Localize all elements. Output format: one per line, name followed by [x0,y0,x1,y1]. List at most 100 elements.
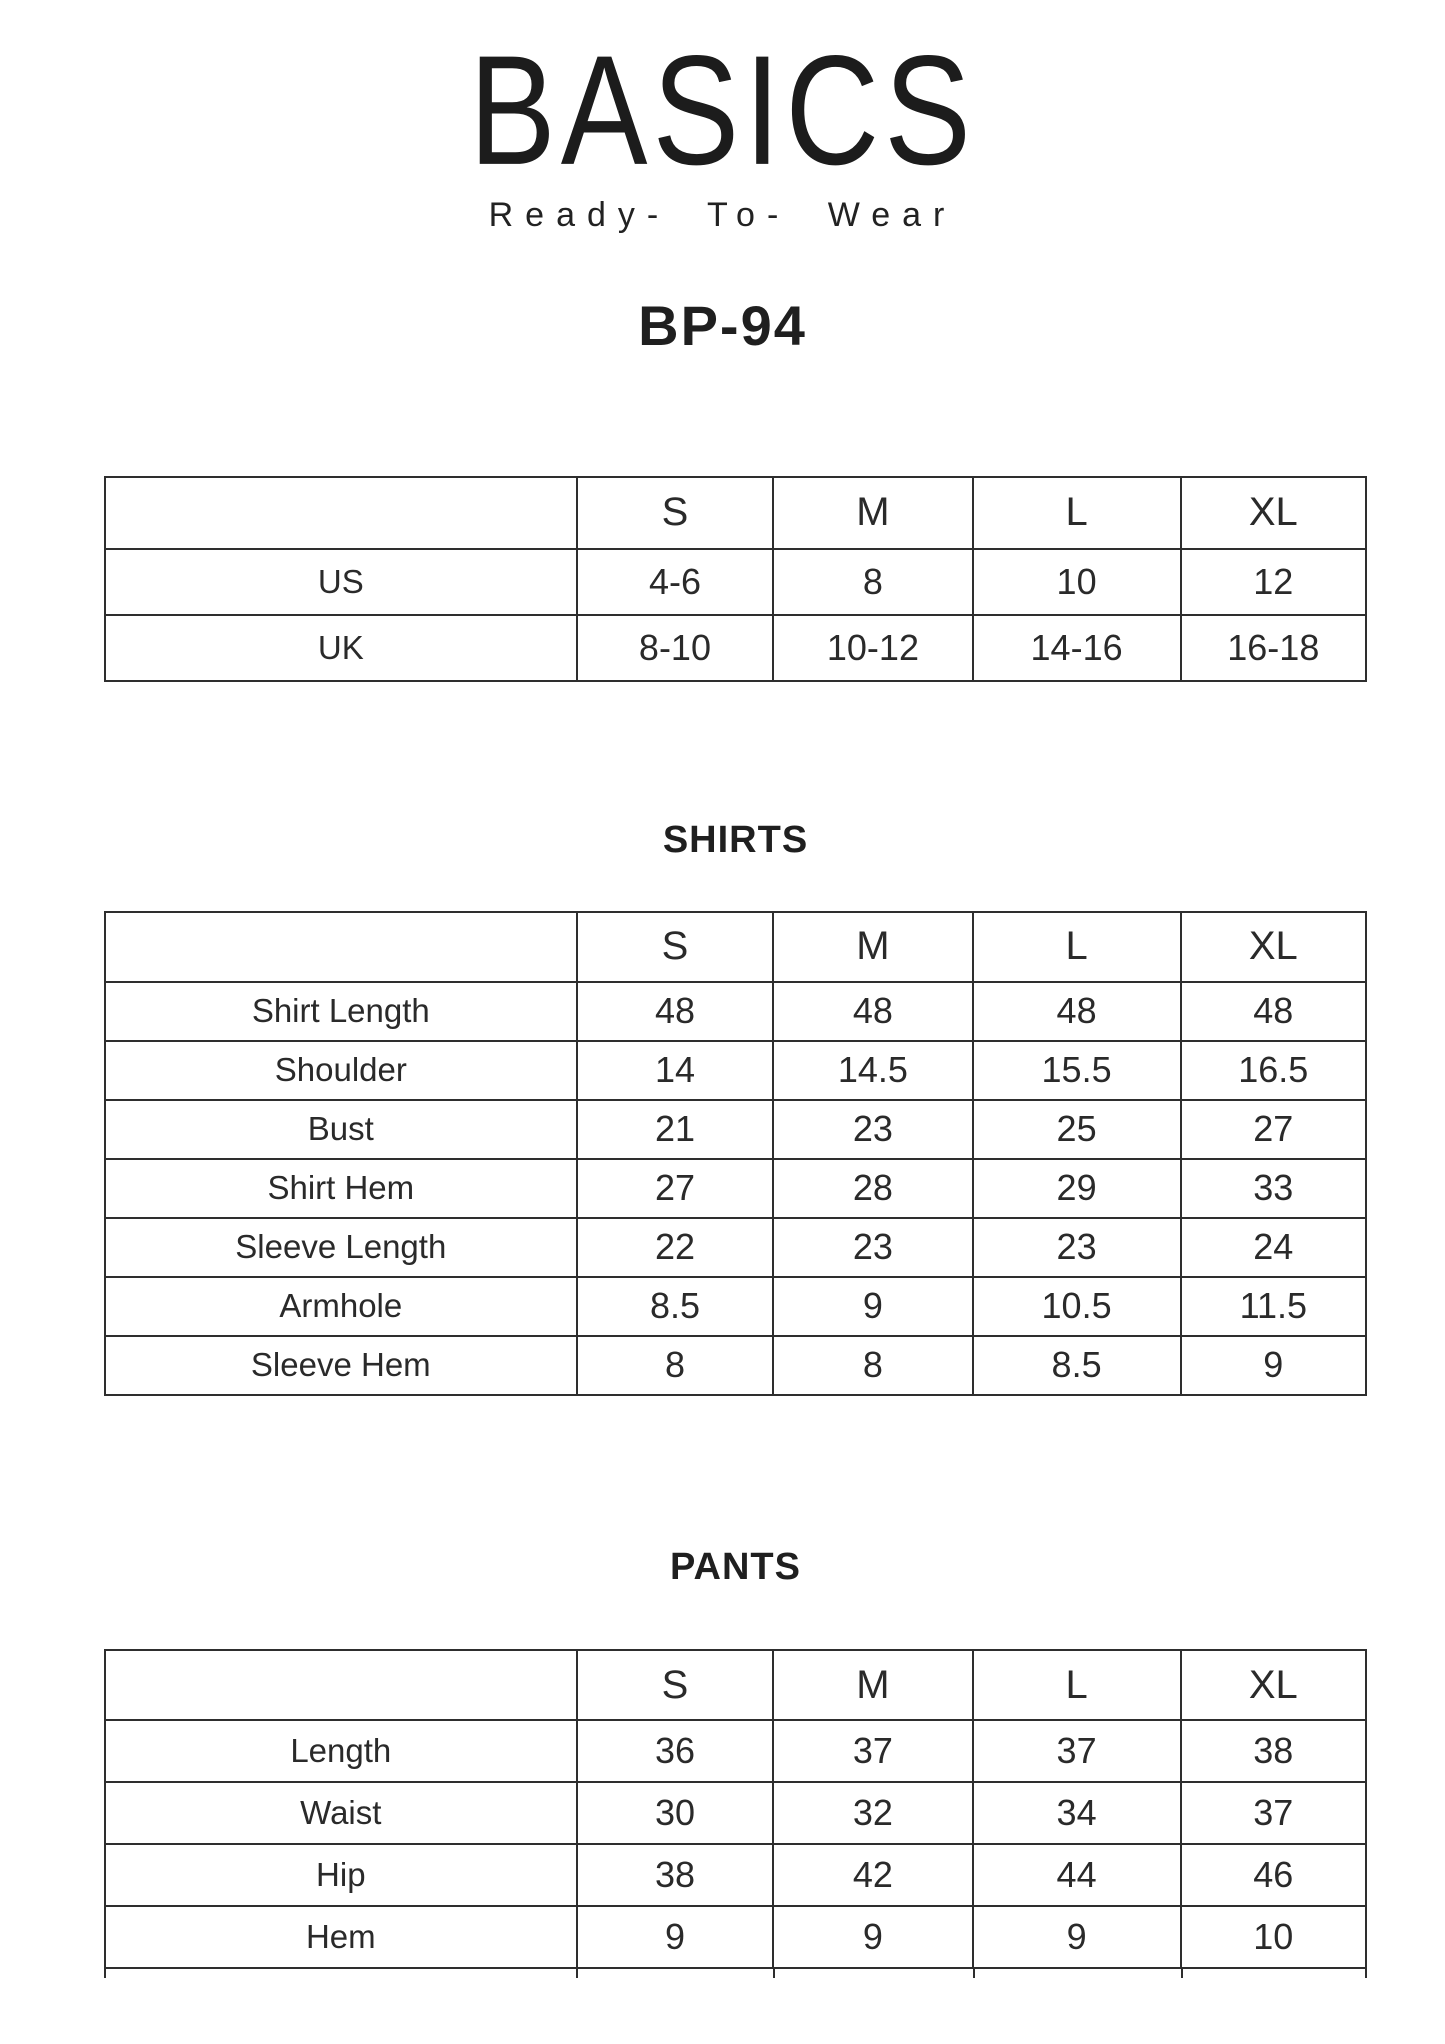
table-row: Sleeve Hem 8 8 8.5 9 [104,1334,1368,1396]
brand-logo: BASICS [466,19,976,201]
size-header-row: S M L XL [104,1649,1368,1722]
corner-cell [104,1649,578,1722]
row-label: Sleeve Hem [104,1334,578,1396]
table-row: Shirt Length 48 48 48 48 [104,980,1368,1042]
value-cell: 46 [1179,1843,1368,1908]
value-cell: 48 [772,980,974,1042]
pants-measurements-table: S M L XL Length 36 37 37 38 Waist 30 32 34 37 Hip 3… [104,1649,1368,1970]
shirts-measurements-table: S M L XL Shirt Length 48 48 48 48 Shoulder 14 1… [104,910,1368,1396]
table-row: Waist 30 32 34 37 [104,1781,1368,1846]
value-cell: 16-18 [1179,613,1368,682]
size-header-row: S M L XL [104,910,1368,983]
value-cell: 9 [772,1905,974,1970]
value-cell: 10 [1179,1905,1368,1970]
value-cell: 24 [1179,1216,1368,1278]
value-cell: 9 [971,1905,1182,1970]
value-cell: 22 [575,1216,775,1278]
pants-title: PANTS [670,1545,801,1588]
value-cell: 14 [575,1039,775,1101]
row-label: Shirt Length [104,980,578,1042]
value-cell: 8.5 [575,1275,775,1337]
value-cell: 48 [971,980,1182,1042]
value-cell: 16.5 [1179,1039,1368,1101]
value-cell: 29 [971,1157,1182,1219]
value-cell: 38 [1179,1719,1368,1784]
value-cell: 28 [772,1157,974,1219]
row-label: Length [104,1719,578,1784]
row-label: Shoulder [104,1039,578,1101]
size-col-xl: XL [1179,910,1368,983]
value-cell: 9 [575,1905,775,1970]
value-cell: 10-12 [772,613,974,682]
row-label: Armhole [104,1275,578,1337]
size-col-xl: XL [1179,1649,1368,1722]
row-label: US [104,547,578,616]
value-cell: 30 [575,1781,775,1846]
value-cell: 21 [575,1098,775,1160]
value-cell: 42 [772,1843,974,1908]
value-cell: 23 [772,1216,974,1278]
value-cell: 33 [1179,1157,1368,1219]
value-cell: 27 [1179,1098,1368,1160]
value-cell: 15.5 [971,1039,1182,1101]
value-cell: 34 [971,1781,1182,1846]
table-row: US 4-6 8 10 12 [104,547,1368,616]
size-col-l: L [971,1649,1182,1722]
value-cell: 8.5 [971,1334,1182,1396]
corner-cell [104,910,578,983]
row-label: Sleeve Length [104,1216,578,1278]
size-col-s: S [575,910,775,983]
value-cell: 32 [772,1781,974,1846]
value-cell: 48 [575,980,775,1042]
value-cell: 14-16 [971,613,1182,682]
value-cell: 14.5 [772,1039,974,1101]
size-col-m: M [772,910,974,983]
size-col-s: S [575,475,775,550]
corner-cell [104,475,578,550]
table-row: UK 8-10 10-12 14-16 16-18 [104,613,1368,682]
shirts-section: SHIRTS S M L XL Shirt Length 48 48 48 48 Shou… [0,819,1445,1396]
size-conversion-section: S M L XL US 4-6 8 10 12 UK 8-10 10-12 14-16 16-18 [0,475,1445,682]
value-cell: 8 [772,1334,974,1396]
size-conversion-table: S M L XL US 4-6 8 10 12 UK 8-10 10-12 14-16 16-18 [104,475,1368,682]
pants-table-body: Length 36 37 37 38 Waist 30 32 34 37 Hip 38 42 44 46 He… [104,1719,1368,1970]
size-conversion-body: US 4-6 8 10 12 UK 8-10 10-12 14-16 16-18 [104,547,1368,682]
table-row: Shirt Hem 27 28 29 33 [104,1157,1368,1219]
value-cell: 11.5 [1179,1275,1368,1337]
value-cell: 23 [971,1216,1182,1278]
value-cell: 25 [971,1098,1182,1160]
table-row: Armhole 8.5 9 10.5 11.5 [104,1275,1368,1337]
size-col-m: M [772,475,974,550]
table-row: Bust 21 23 25 27 [104,1098,1368,1160]
row-label: Hip [104,1843,578,1908]
value-cell: 44 [971,1843,1182,1908]
row-label: UK [104,613,578,682]
size-col-m: M [772,1649,974,1722]
value-cell: 8 [575,1334,775,1396]
shirts-title: SHIRTS [662,818,809,861]
table-row: Length 36 37 37 38 [104,1719,1368,1784]
brand-tagline: Ready- To- Wear [488,195,957,234]
value-cell: 37 [1179,1781,1368,1846]
product-code: BP-94 [638,293,807,357]
row-label: Shirt Hem [104,1157,578,1219]
row-label: Bust [104,1098,578,1160]
row-label: Hem [104,1905,578,1970]
cutoff-row-lines [104,1969,1367,1979]
value-cell: 27 [575,1157,775,1219]
value-cell: 4-6 [575,547,775,616]
shirts-table-body: Shirt Length 48 48 48 48 Shoulder 14 14.5 15.5 16… [104,980,1368,1396]
value-cell: 12 [1179,547,1368,616]
size-col-s: S [575,1649,775,1722]
value-cell: 10 [971,547,1182,616]
value-cell: 8 [772,547,974,616]
value-cell: 48 [1179,980,1368,1042]
size-header-row: S M L XL [104,475,1368,550]
pants-section: PANTS S M L XL Length 36 37 37 38 Waist 30 32 34… [0,1546,1445,1979]
value-cell: 10.5 [971,1275,1182,1337]
value-cell: 23 [772,1098,974,1160]
size-col-xl: XL [1179,475,1368,550]
table-row: Hem 9 9 9 10 [104,1905,1368,1970]
value-cell: 9 [772,1275,974,1337]
